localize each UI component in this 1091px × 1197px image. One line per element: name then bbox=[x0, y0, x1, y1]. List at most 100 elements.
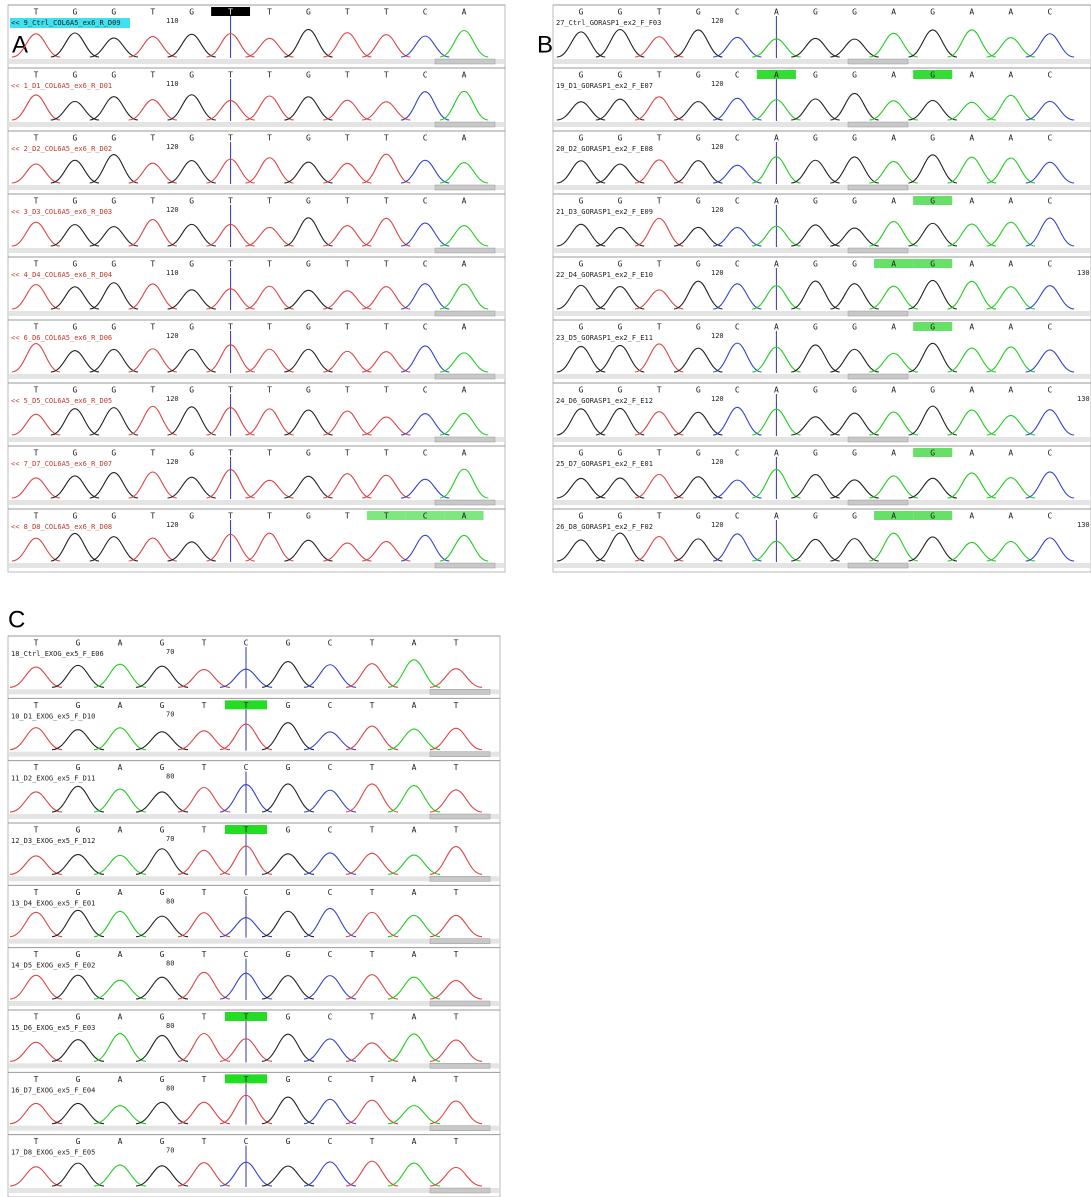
trace-peak bbox=[635, 290, 683, 309]
trace-peak bbox=[10, 792, 62, 812]
trace-peak bbox=[948, 348, 996, 372]
trace-peak bbox=[830, 480, 878, 498]
base-call: G bbox=[189, 260, 194, 269]
trace-peak bbox=[51, 160, 99, 183]
base-call: T bbox=[370, 826, 375, 835]
trace-peak bbox=[869, 101, 917, 120]
trace-peak bbox=[304, 976, 356, 999]
base-call: G bbox=[73, 197, 78, 206]
trace-peak bbox=[869, 354, 917, 372]
base-call: C bbox=[1048, 386, 1053, 395]
trace-peak bbox=[1026, 162, 1074, 183]
trace-peak bbox=[284, 162, 332, 183]
base-call: T bbox=[202, 1013, 207, 1022]
base-call: G bbox=[579, 71, 584, 80]
figure: A T G G T G T T G T T C A << 9_Ctrl_COL6A5_ex6_R_D09 1… bbox=[0, 0, 1091, 1197]
base-call: A bbox=[118, 1137, 123, 1146]
trace-peak bbox=[388, 786, 440, 812]
trace-peak bbox=[52, 730, 104, 750]
trace-peak bbox=[388, 660, 440, 688]
base-call: T bbox=[384, 71, 389, 80]
base-call: G bbox=[852, 134, 857, 143]
trace-peak bbox=[52, 786, 104, 812]
trace-peak bbox=[430, 981, 482, 999]
base-call: G bbox=[189, 386, 194, 395]
base-call: T bbox=[384, 134, 389, 143]
base-call: T bbox=[34, 449, 39, 458]
position-number: 120 bbox=[166, 206, 179, 214]
base-call: A bbox=[462, 386, 467, 395]
base-call: T bbox=[150, 8, 155, 17]
trace-peak bbox=[674, 477, 722, 498]
trace-peak bbox=[136, 792, 188, 812]
base-call: T bbox=[267, 71, 272, 80]
scrollbar bbox=[9, 1188, 499, 1193]
base-call: G bbox=[813, 260, 818, 269]
base-call: G bbox=[160, 701, 165, 710]
base-call: T bbox=[150, 449, 155, 458]
base-call: A bbox=[969, 71, 974, 80]
base-call: T bbox=[34, 763, 39, 772]
scrollbar bbox=[9, 752, 499, 757]
base-call: G bbox=[160, 950, 165, 959]
trace-peak bbox=[791, 345, 839, 372]
scroll-thumb bbox=[848, 437, 908, 442]
base-call: T bbox=[228, 386, 233, 395]
track-name: << 5_D5_COL6A5_ex6_R_D05 bbox=[11, 397, 112, 405]
trace-peak bbox=[908, 478, 956, 498]
trace-peak bbox=[596, 345, 644, 372]
trace-peak bbox=[168, 542, 216, 561]
scrollbar bbox=[554, 374, 1090, 379]
base-call: G bbox=[852, 512, 857, 521]
trace-peak bbox=[90, 408, 138, 435]
trace-peak bbox=[136, 1035, 188, 1061]
position-number: 110 bbox=[166, 269, 179, 277]
base-call: C bbox=[328, 1013, 333, 1022]
trace-peak bbox=[362, 475, 410, 498]
base-call: C bbox=[735, 449, 740, 458]
base-call: G bbox=[306, 386, 311, 395]
base-call: G bbox=[111, 323, 116, 332]
trace-peak bbox=[168, 224, 216, 246]
trace-peak bbox=[245, 349, 293, 372]
trace-peak bbox=[323, 33, 371, 57]
base-call: T bbox=[657, 134, 662, 143]
position-number: 120 bbox=[166, 332, 179, 340]
base-call: G bbox=[111, 260, 116, 269]
track-name: << 9_Ctrl_COL6A5_ex6_R_D09 bbox=[11, 19, 121, 27]
base-call: G bbox=[813, 134, 818, 143]
trace-peak bbox=[52, 1040, 104, 1062]
trace-peak bbox=[869, 222, 917, 246]
base-call: G bbox=[160, 763, 165, 772]
base-call: T bbox=[34, 71, 39, 80]
scrollbar bbox=[9, 437, 504, 442]
trace-peak bbox=[388, 915, 440, 936]
trace-peak bbox=[262, 1097, 314, 1124]
base-call: G bbox=[111, 71, 116, 80]
trace-peak bbox=[10, 1042, 62, 1061]
trace-peak bbox=[557, 285, 605, 309]
trace-peak bbox=[12, 285, 60, 309]
trace-peak bbox=[987, 542, 1035, 561]
trace-peak bbox=[323, 291, 371, 309]
scrollbar bbox=[9, 689, 499, 694]
trace-peak bbox=[52, 975, 104, 999]
trace-peak bbox=[129, 349, 177, 372]
base-call: T bbox=[267, 386, 272, 395]
base-call: T bbox=[384, 386, 389, 395]
trace-peak bbox=[430, 915, 482, 936]
base-call: C bbox=[244, 950, 249, 959]
trace-peak bbox=[10, 912, 62, 936]
trace-peak bbox=[401, 284, 449, 309]
base-call: G bbox=[696, 512, 701, 521]
base-call: G bbox=[111, 197, 116, 206]
base-call: G bbox=[930, 71, 935, 80]
trace-peak bbox=[129, 100, 177, 120]
base-call: T bbox=[150, 197, 155, 206]
trace-peak bbox=[674, 102, 722, 120]
trace-peak bbox=[596, 29, 644, 57]
base-call: T bbox=[34, 826, 39, 835]
base-call: G bbox=[111, 386, 116, 395]
base-call: T bbox=[454, 826, 459, 835]
base-call: T bbox=[345, 260, 350, 269]
